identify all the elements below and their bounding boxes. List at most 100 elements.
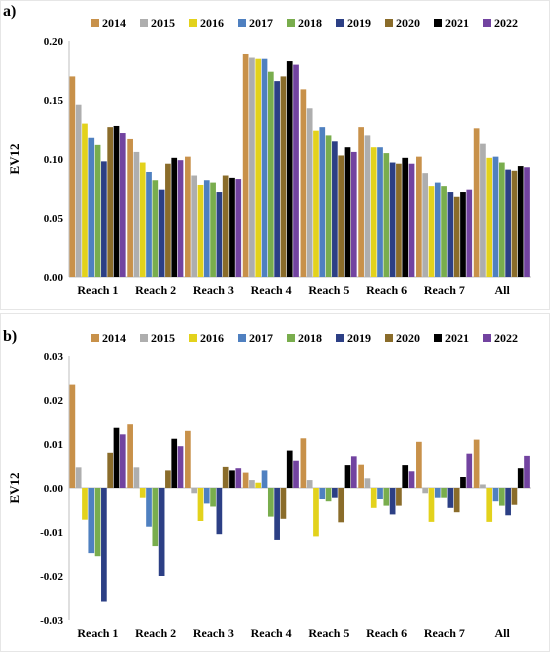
legend-swatch: [91, 19, 99, 27]
legend-label: 2017: [249, 331, 273, 345]
bar: [486, 488, 493, 522]
bar: [75, 104, 82, 277]
bar: [300, 89, 307, 277]
bar: [293, 460, 299, 488]
bar: [203, 180, 210, 277]
y-tick-label: 0.15: [44, 95, 64, 107]
legend-label: 2019: [347, 16, 371, 30]
legend-swatch: [385, 19, 393, 27]
bar: [460, 192, 466, 277]
bar: [255, 482, 262, 488]
legend-label: 2020: [396, 16, 420, 30]
y-tick-label: 0.00: [44, 272, 64, 284]
bar: [466, 189, 473, 277]
category-label: Reach 1: [77, 283, 118, 297]
bar: [139, 488, 146, 498]
bar: [319, 127, 326, 277]
category-label: Reach 4: [251, 283, 292, 297]
legend-swatch: [483, 334, 491, 342]
bar: [377, 488, 383, 499]
bar: [460, 477, 466, 488]
bar: [350, 456, 357, 488]
bar: [370, 147, 377, 277]
bar: [107, 452, 114, 488]
bar: [319, 488, 326, 499]
bar: [82, 488, 88, 520]
bar: [133, 151, 140, 277]
bar: [313, 488, 319, 537]
bar: [524, 167, 530, 277]
legend-swatch: [140, 334, 148, 342]
bar: [498, 162, 505, 277]
bar: [177, 446, 184, 488]
bar: [101, 488, 107, 602]
legend-label: 2021: [445, 331, 469, 345]
bar: [364, 478, 371, 488]
legend-swatch: [385, 334, 393, 342]
bar: [377, 147, 383, 277]
bar: [286, 61, 293, 278]
bar: [441, 186, 447, 277]
bar: [416, 441, 422, 488]
bar: [402, 157, 409, 277]
bar: [267, 71, 274, 278]
bar: [216, 192, 223, 277]
y-axis-label: EV12: [7, 143, 22, 174]
y-tick-label: 0.20: [44, 36, 64, 48]
bar: [280, 76, 287, 278]
bar: [370, 488, 377, 508]
bar: [203, 488, 210, 504]
bar: [191, 488, 198, 494]
legend-swatch: [238, 19, 246, 27]
bar: [222, 466, 229, 488]
legend-swatch: [140, 19, 148, 27]
bar: [274, 488, 280, 540]
bar: [344, 147, 351, 277]
bar: [505, 488, 511, 516]
bar: [358, 127, 364, 277]
bar: [350, 151, 357, 277]
bar: [511, 170, 518, 277]
bar: [306, 480, 313, 488]
legend-label: 2016: [200, 16, 224, 30]
legend-swatch: [434, 334, 442, 342]
y-tick-label: 0.10: [44, 154, 64, 166]
bar: [480, 143, 486, 277]
category-label: Reach 3: [193, 626, 234, 640]
bar: [75, 467, 82, 488]
bar: [235, 468, 242, 488]
category-label: Reach 5: [308, 626, 349, 640]
bar: [235, 179, 242, 277]
bar: [101, 161, 107, 277]
chart-a-svg: 0.00 0.05 0.10 0.15 0.20 EV12 2014 2015 2016 2017…: [7, 16, 531, 297]
legend-label: 2018: [298, 16, 322, 30]
bar: [107, 127, 114, 277]
y-tick-label: 0.01: [44, 439, 63, 451]
panel-label-b: b): [3, 328, 18, 345]
bar: [229, 177, 235, 277]
category-label: Reach 7: [424, 626, 465, 640]
bar: [242, 472, 249, 488]
bar: [88, 137, 95, 277]
bar: [434, 488, 441, 498]
bar: [492, 156, 499, 277]
bar: [177, 160, 184, 277]
bar: [82, 123, 88, 277]
bar: [364, 135, 371, 277]
category-label: All: [494, 283, 510, 297]
bar: [197, 488, 204, 521]
bar: [492, 488, 499, 502]
bar: [197, 184, 204, 277]
y-tick-label: -0.01: [40, 527, 63, 539]
bar: [428, 186, 435, 277]
bar: [498, 488, 505, 506]
category-label: Reach 3: [193, 283, 234, 297]
bar: [396, 488, 402, 506]
bar: [389, 488, 396, 515]
y-tick-label: -0.02: [40, 571, 63, 583]
legend-label: 2016: [200, 331, 224, 345]
bar: [261, 470, 268, 488]
bar: [408, 163, 415, 277]
bar: [338, 155, 345, 277]
legend-swatch: [483, 19, 491, 27]
